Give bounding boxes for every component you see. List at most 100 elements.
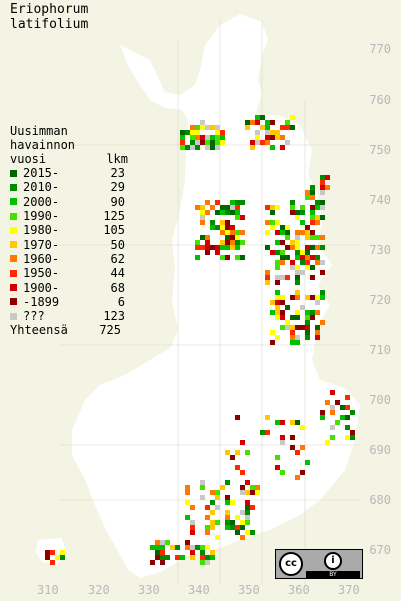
observation-square	[275, 290, 280, 295]
legend-count: 29	[110, 180, 125, 195]
observation-square	[235, 415, 240, 420]
observation-square	[320, 320, 325, 325]
observation-square	[190, 550, 195, 555]
observation-square	[235, 255, 240, 260]
observation-square	[310, 195, 315, 200]
observation-square	[310, 220, 315, 225]
observation-square	[320, 215, 325, 220]
observation-square	[295, 245, 300, 250]
observation-square	[315, 330, 320, 335]
observation-square	[305, 225, 310, 230]
observation-square	[320, 245, 325, 250]
observation-square	[295, 240, 300, 245]
legend-heading-1: Uusimman	[10, 124, 68, 138]
legend-row: 2010- 29	[10, 180, 128, 194]
observation-square	[225, 210, 230, 215]
observation-square	[250, 120, 255, 125]
observation-square	[230, 200, 235, 205]
observation-square	[215, 210, 220, 215]
observation-square	[235, 450, 240, 455]
observation-square	[290, 210, 295, 215]
observation-square	[305, 255, 310, 260]
observation-square	[265, 130, 270, 135]
observation-square	[225, 240, 230, 245]
observation-square	[315, 295, 320, 300]
observation-square	[50, 550, 55, 555]
observation-square	[285, 120, 290, 125]
cc-by-license-badge[interactable]: cc i BY	[275, 549, 363, 579]
observation-square	[225, 205, 230, 210]
observation-square	[210, 525, 215, 530]
observation-square	[320, 290, 325, 295]
observation-square	[315, 260, 320, 265]
observation-square	[185, 540, 190, 545]
observation-square	[300, 230, 305, 235]
observation-square	[260, 125, 265, 130]
observation-square	[310, 265, 315, 270]
observation-square	[270, 220, 275, 225]
observation-square	[265, 275, 270, 280]
observation-square	[235, 235, 240, 240]
legend-count: 125	[103, 209, 125, 224]
observation-square	[190, 555, 195, 560]
observation-square	[235, 465, 240, 470]
observation-square	[185, 500, 190, 505]
observation-square	[245, 490, 250, 495]
observation-square	[295, 215, 300, 220]
grid-y-label: 690	[369, 443, 391, 457]
observation-square	[180, 130, 185, 135]
observation-square	[275, 205, 280, 210]
legend-year-label: 1960-	[23, 251, 60, 266]
observation-square	[190, 130, 195, 135]
observation-square	[320, 200, 325, 205]
observation-square	[230, 245, 235, 250]
observation-square	[305, 325, 310, 330]
observation-square	[300, 325, 305, 330]
observation-square	[310, 245, 315, 250]
observation-square	[305, 250, 310, 255]
observation-square	[305, 335, 310, 340]
observation-square	[315, 325, 320, 330]
legend-count: 68	[110, 280, 125, 295]
license-by-label: BY	[306, 571, 360, 579]
observation-square	[200, 120, 205, 125]
observation-square	[240, 520, 245, 525]
observation-square	[240, 240, 245, 245]
observation-square	[150, 545, 155, 550]
observation-square	[205, 140, 210, 145]
observation-square	[285, 235, 290, 240]
observation-square	[315, 235, 320, 240]
observation-square	[205, 235, 210, 240]
observation-square	[155, 545, 160, 550]
observation-square	[210, 140, 215, 145]
observation-square	[270, 300, 275, 305]
observation-square	[265, 120, 270, 125]
observation-square	[295, 315, 300, 320]
observation-square	[210, 555, 215, 560]
observation-square	[230, 230, 235, 235]
observation-square	[305, 295, 310, 300]
observation-square	[320, 270, 325, 275]
observation-square	[300, 470, 305, 475]
legend-row: 1980- 105	[10, 223, 128, 237]
observation-square	[190, 145, 195, 150]
legend-rows: 2015- 23 2010- 29 2000- 90 1990- 125 1980- 105 197…	[10, 166, 128, 323]
observation-square	[240, 485, 245, 490]
legend-swatch	[10, 198, 17, 206]
observation-square	[300, 255, 305, 260]
observation-square	[290, 330, 295, 335]
observation-square	[230, 225, 235, 230]
observation-square	[290, 260, 295, 265]
species-title: Eriophorum latifolium	[10, 2, 88, 32]
observation-square	[320, 205, 325, 210]
grid-y-label: 670	[369, 543, 391, 557]
observation-square	[210, 550, 215, 555]
observation-square	[200, 550, 205, 555]
observation-square	[230, 455, 235, 460]
observation-square	[225, 495, 230, 500]
legend-swatch	[10, 169, 17, 177]
observation-square	[295, 230, 300, 235]
observation-square	[280, 295, 285, 300]
observation-square	[235, 515, 240, 520]
observation-square	[275, 455, 280, 460]
